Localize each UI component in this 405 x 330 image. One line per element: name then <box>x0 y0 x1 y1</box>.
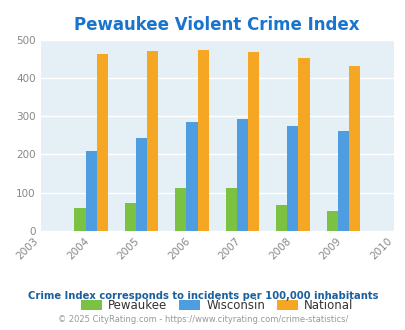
Bar <box>186 122 197 231</box>
Bar <box>275 205 287 231</box>
Text: © 2025 CityRating.com - https://www.cityrating.com/crime-statistics/: © 2025 CityRating.com - https://www.city… <box>58 315 347 324</box>
Bar <box>136 138 147 231</box>
Bar <box>74 208 85 231</box>
Bar <box>326 211 337 231</box>
Bar <box>287 126 298 231</box>
Bar <box>125 203 136 231</box>
Legend: Pewaukee, Wisconsin, National: Pewaukee, Wisconsin, National <box>76 294 357 317</box>
Bar <box>348 66 359 231</box>
Bar <box>337 131 348 231</box>
Text: Crime Index corresponds to incidents per 100,000 inhabitants: Crime Index corresponds to incidents per… <box>28 291 377 301</box>
Bar <box>225 188 236 231</box>
Bar <box>147 51 158 231</box>
Bar <box>236 119 247 231</box>
Bar <box>85 150 96 231</box>
Bar <box>197 50 208 231</box>
Bar <box>247 52 258 231</box>
Bar <box>175 188 186 231</box>
Title: Pewaukee Violent Crime Index: Pewaukee Violent Crime Index <box>74 16 359 34</box>
Bar <box>298 58 309 231</box>
Bar <box>96 54 107 231</box>
